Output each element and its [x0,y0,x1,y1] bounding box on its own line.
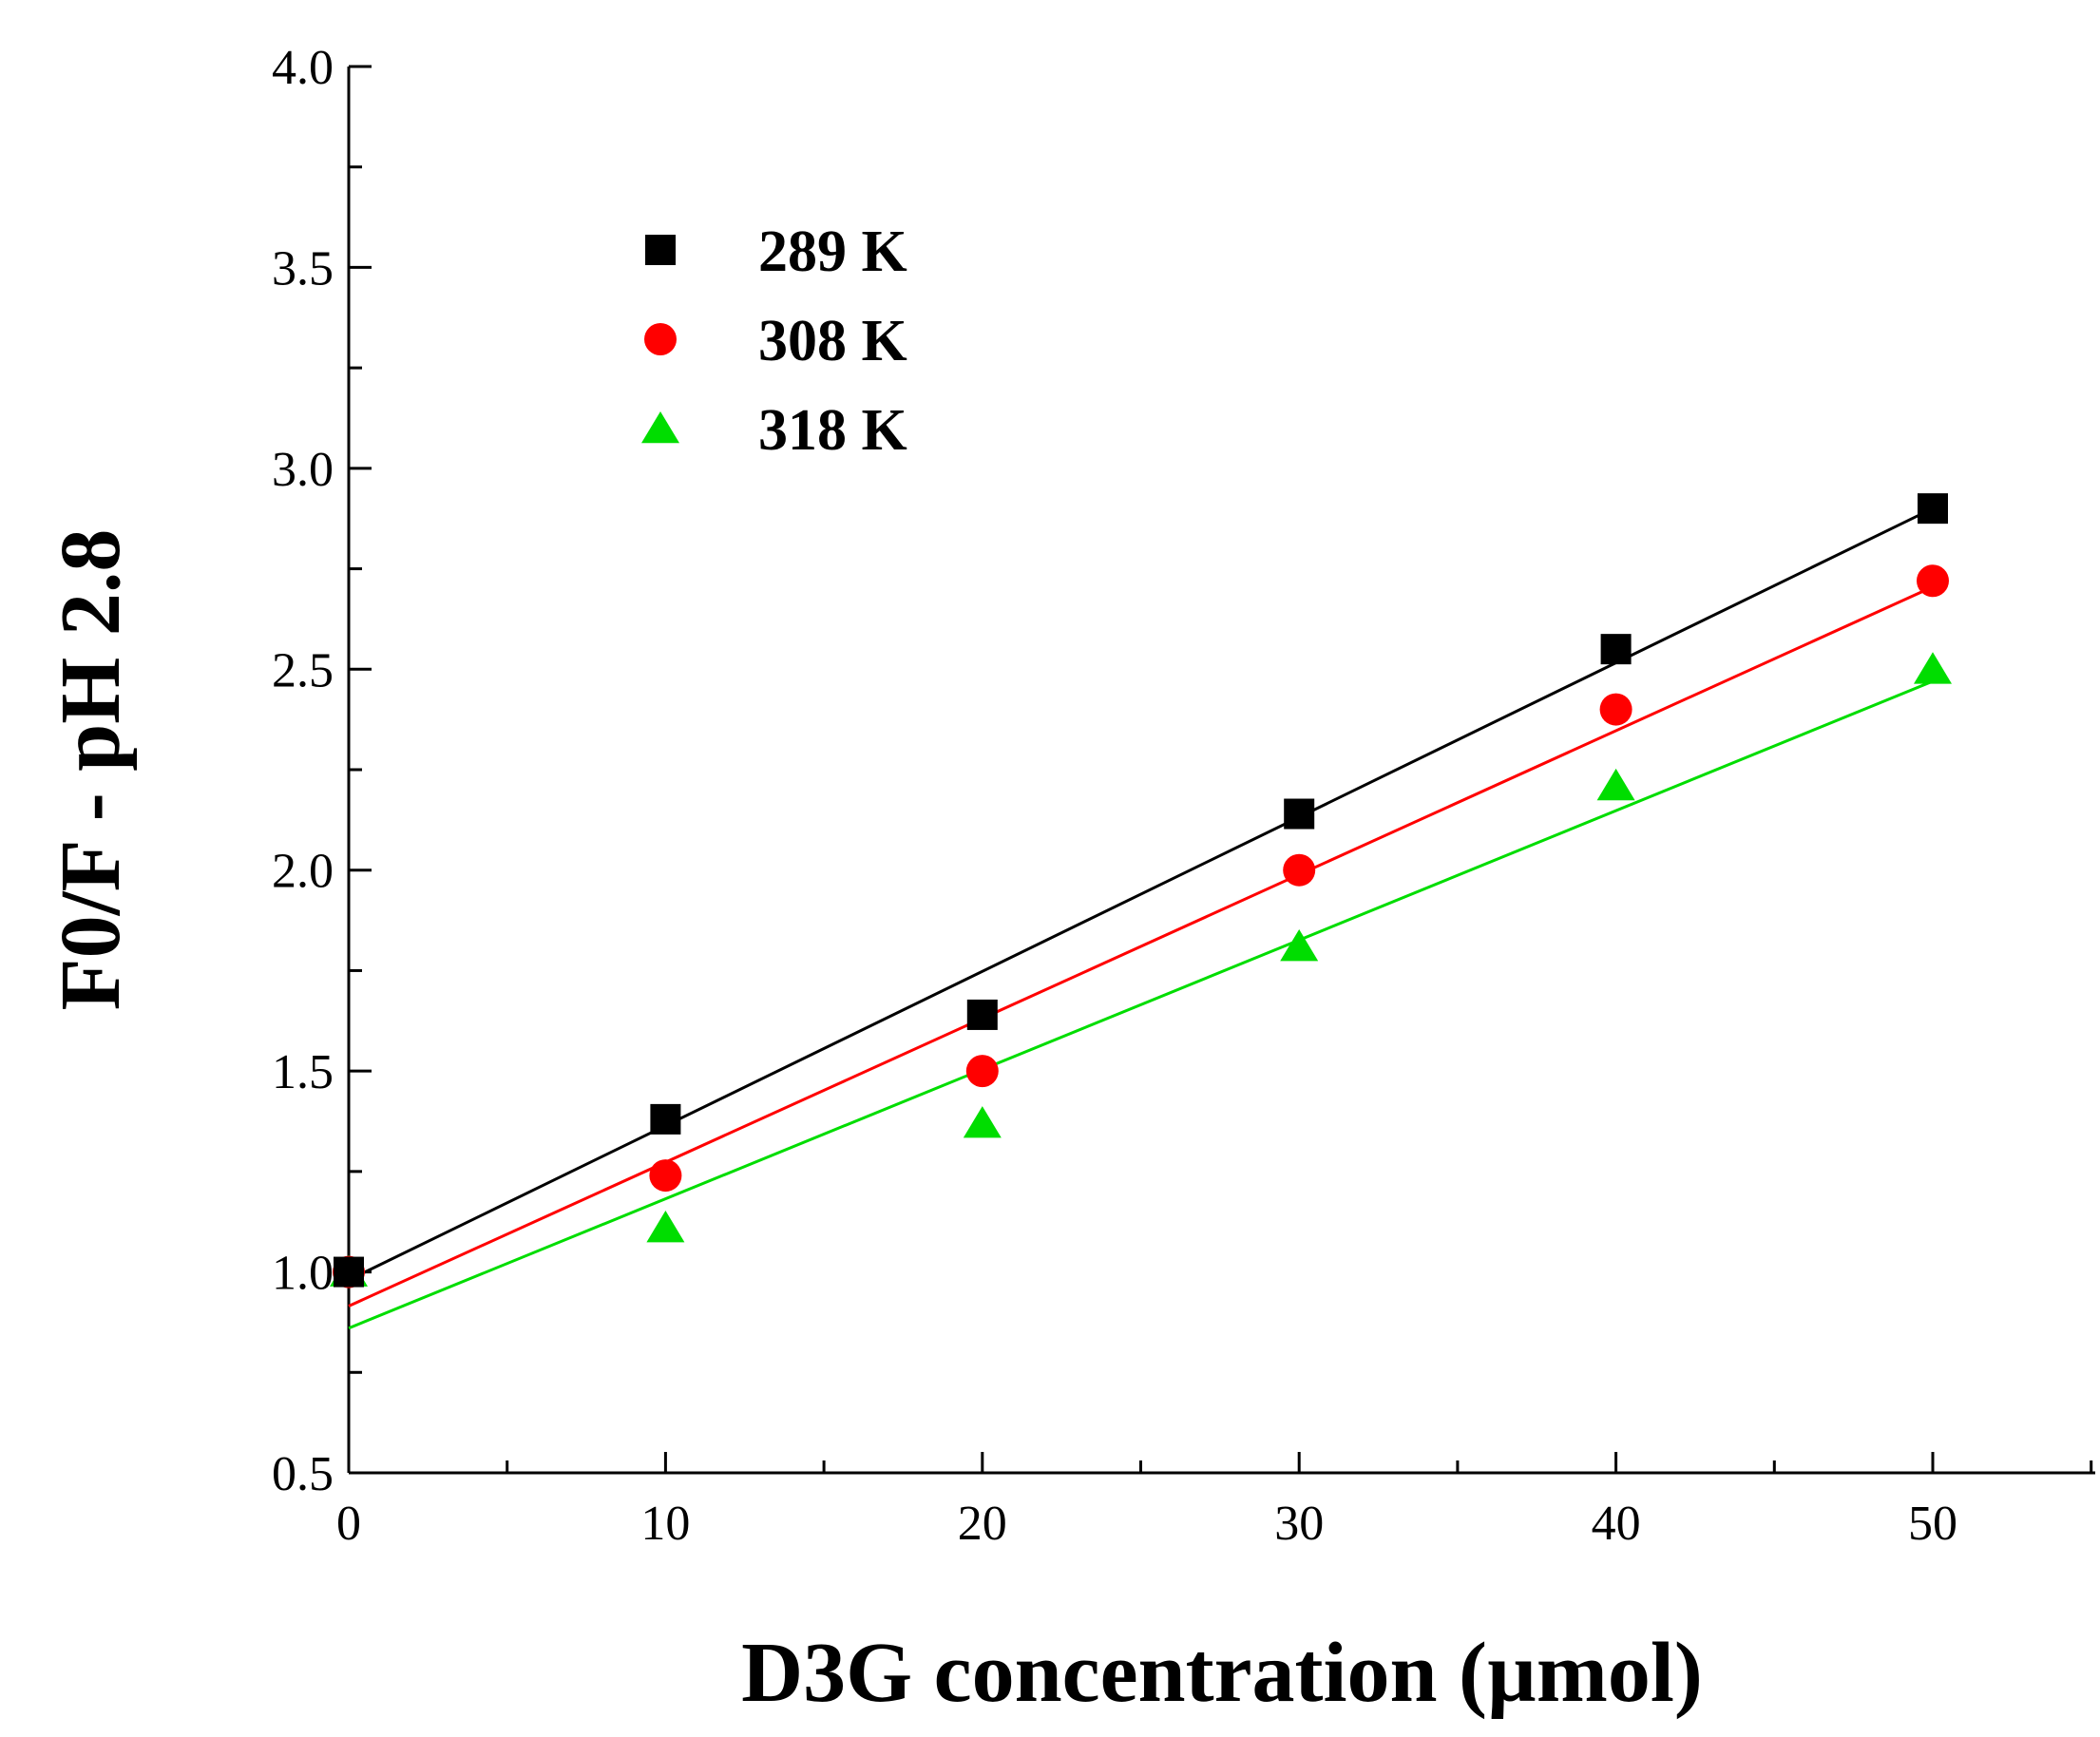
fit-line-289-k [348,506,1934,1282]
data-point-308-k [1599,693,1632,726]
y-tick-label: 2.5 [272,643,334,697]
x-tick-label: 30 [1274,1497,1324,1551]
x-tick-label: 40 [1592,1497,1641,1551]
y-tick-label: 3.0 [272,443,334,497]
data-point-318-k [1914,652,1952,684]
markers [330,493,1952,1288]
y-axis-title: F0/F - pH 2.8 [44,529,138,1011]
legend: 289 K 308 K 318 K [641,220,907,463]
legend-label-308-k: 308 K [758,309,907,373]
data-point-289-k [1284,798,1315,830]
data-point-308-k [649,1159,682,1193]
x-tick-label: 10 [640,1497,690,1551]
fit-line-318-k [348,679,1934,1330]
data-point-308-k [1917,564,1949,598]
data-point-289-k [966,999,998,1030]
y-tick-label: 3.5 [272,241,334,296]
fit-lines [348,506,1934,1330]
data-point-289-k [650,1103,681,1135]
y-tick-label: 1.5 [272,1045,334,1099]
y-tick-label: 4.0 [272,41,334,95]
data-point-318-k [1280,929,1319,962]
data-point-318-k [1596,768,1635,801]
data-point-289-k [1600,634,1632,665]
x-axis-title: D3G concentration (µmol) [741,1626,1703,1720]
y-tick-label: 2.0 [272,845,334,899]
legend-label-318-k: 318 K [758,398,907,463]
data-point-289-k [1918,493,1948,525]
y-tick-label: 1.0 [272,1247,334,1301]
fit-line-308-k [348,585,1934,1308]
legend-marker-308-k [644,323,677,355]
x-tick-label: 0 [336,1497,361,1551]
data-point-308-k [1283,853,1316,887]
x-tick-label: 50 [1908,1497,1957,1551]
x-ticks: 0 10 20 30 40 50 [336,1452,2093,1551]
x-tick-label: 20 [958,1497,1007,1551]
legend-label-289-k: 289 K [758,220,907,284]
legend-marker-318-k [641,411,679,444]
legend-marker-289-k [645,235,676,265]
data-point-318-k [963,1106,1002,1138]
y-tick-label: 0.5 [272,1447,334,1501]
data-point-308-k [965,1055,999,1088]
data-point-318-k [646,1211,685,1243]
data-point-289-k [334,1256,364,1288]
axes [347,67,2095,1475]
y-ticks: 0.5 1.0 1.5 2.0 2.5 3.0 3.5 4.0 [272,41,372,1501]
